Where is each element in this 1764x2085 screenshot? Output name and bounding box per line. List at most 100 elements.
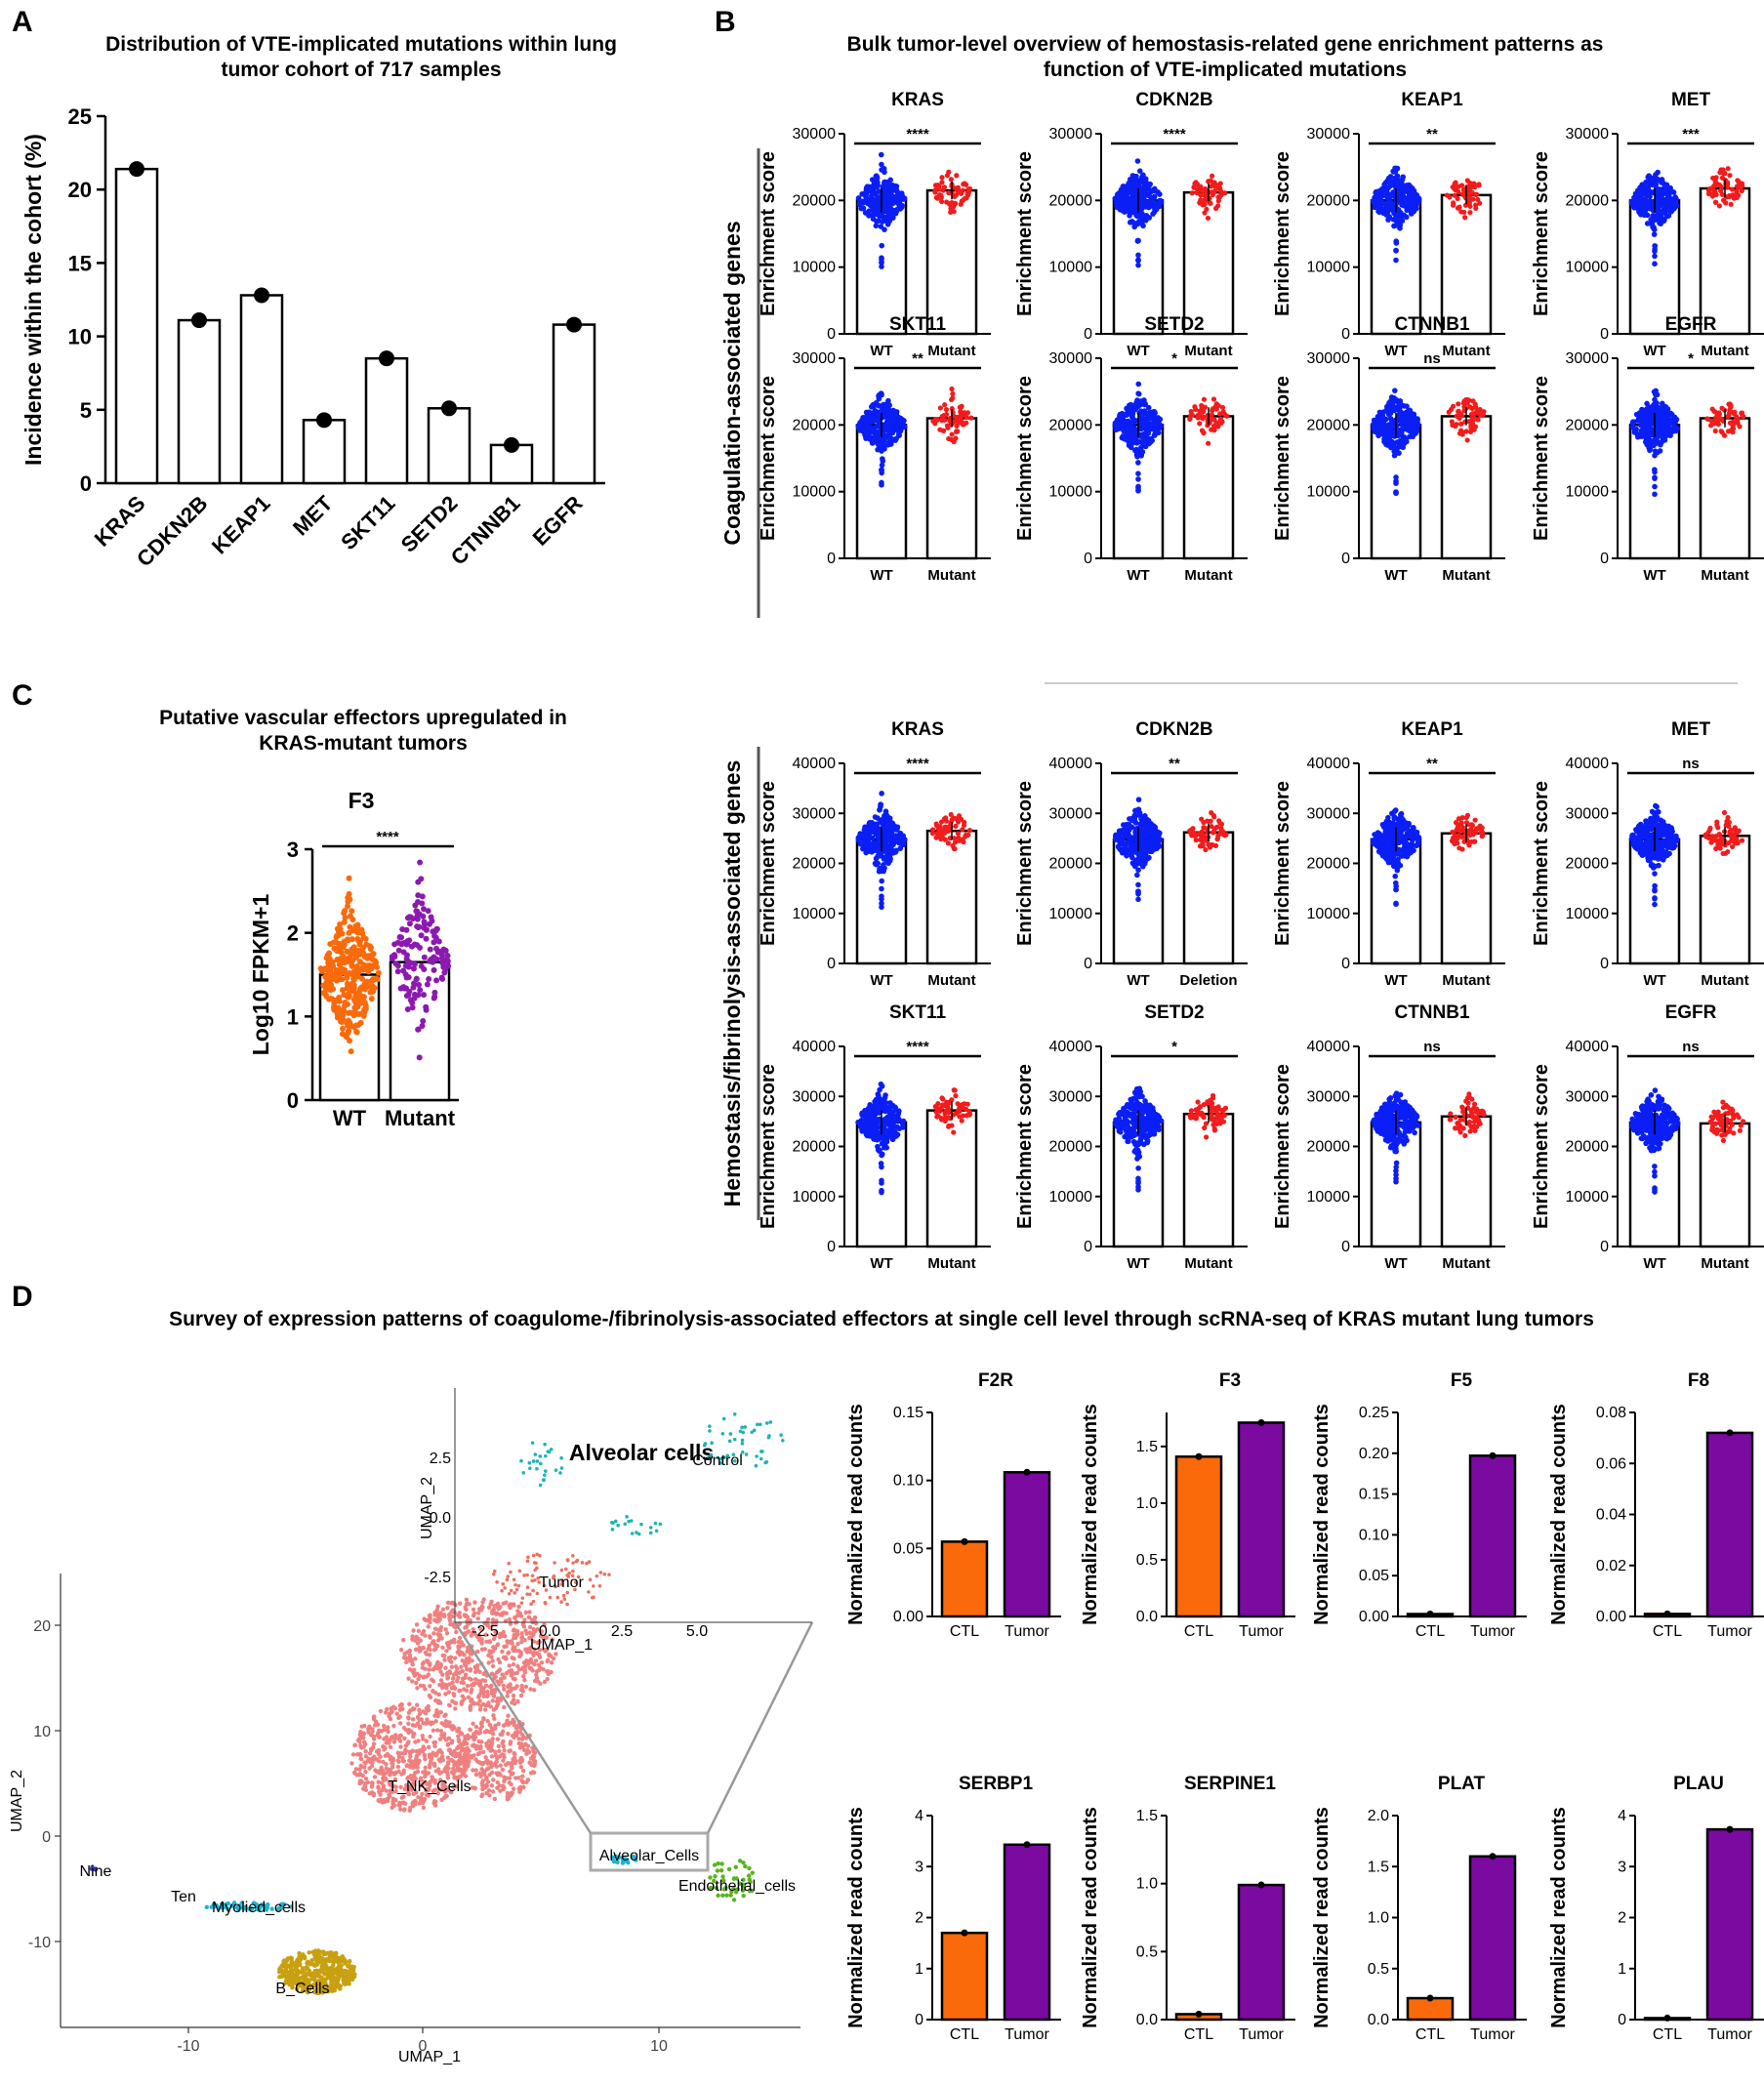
chart-b-x-tick-label: WT — [870, 1255, 892, 1272]
chart-b-point-wt — [1648, 426, 1655, 432]
chart-b-point-wt — [1146, 838, 1152, 845]
chart-b-point-mutant — [954, 423, 960, 429]
chart-b-x-tick-label: WT — [1384, 972, 1407, 989]
chart-b-sig-label: * — [1688, 350, 1694, 367]
chart-b-point-wt — [1374, 204, 1381, 210]
chart-b-point-mutant — [1205, 191, 1210, 197]
chart-b-point-wt — [1138, 194, 1144, 201]
chart-b-point-wt — [1409, 195, 1415, 202]
chart-b-point-wt — [875, 835, 882, 841]
chart-b-point-wt — [1393, 257, 1399, 264]
chart-b-point-mutant — [959, 1118, 964, 1124]
chart-b-point-mutant — [1446, 409, 1452, 415]
chart-a-x-tick-label: MET — [288, 490, 338, 540]
chart-b-point-wt — [882, 179, 887, 185]
chart-b-point-wt — [882, 1130, 888, 1136]
chart-b-x-tick-label: WT — [1127, 567, 1149, 584]
chart-b-y-tick-label: 20000 — [1049, 192, 1093, 209]
chart-b-point-wt — [1658, 441, 1663, 448]
chart-b-point-mutant — [1455, 195, 1460, 201]
chart-b-point-wt — [1124, 419, 1129, 425]
chart-b-point-mutant — [1452, 840, 1457, 847]
chart-b-bar-mutant — [1182, 1112, 1235, 1248]
chart-b-y-label: Enrichment score — [1014, 1064, 1036, 1229]
chart-b-y-tick-label: 20000 — [1566, 417, 1610, 433]
chart-b-point-mutant — [1195, 1099, 1201, 1105]
chart-b-point-wt — [1391, 861, 1397, 867]
chart-b-point-mutant — [1197, 1104, 1204, 1110]
chart-b-point-wt — [879, 820, 885, 826]
chart-b-x-tick-label: Mutant — [1184, 1255, 1232, 1272]
chart-b-y-tick-label: 20000 — [1307, 1139, 1351, 1156]
chart-b-point-mutant — [929, 827, 936, 833]
chart-b-point-wt — [1135, 257, 1141, 263]
chart-a-bar-egfr — [552, 323, 596, 485]
chart-b-sig-label: ** — [1169, 756, 1180, 772]
chart-b-point-wt — [1663, 185, 1670, 192]
chart-a-bar-ctnnb1 — [489, 443, 534, 485]
chart-b-y-tick-label: 0 — [1341, 1239, 1350, 1255]
chart-b-point-mutant — [1472, 410, 1479, 416]
chart-b-point-wt — [1660, 408, 1666, 414]
chart-b-point-mutant — [1222, 190, 1228, 196]
chart-b-point-wt — [887, 831, 894, 837]
chart-b-point-wt — [875, 1091, 882, 1097]
chart-b-point-mutant — [935, 824, 941, 830]
chart-b-sig-label: ** — [912, 350, 923, 367]
chart-b-point-mutant — [964, 410, 971, 416]
chart-b-point-mutant — [1193, 1107, 1199, 1113]
chart-b-point-mutant — [1467, 832, 1473, 838]
chart-b-point-wt — [896, 197, 903, 204]
chart-b-point-wt — [1128, 1113, 1133, 1119]
chart-b-point-mutant — [1212, 403, 1218, 410]
chart-b-point-wt — [1381, 182, 1388, 187]
chart-b-y-tick-label: 0 — [1084, 1239, 1092, 1255]
chart-b-y-label: Enrichment score — [758, 781, 779, 946]
chart-b-point-wt — [882, 1094, 888, 1101]
chart-b-point-mutant — [1189, 190, 1195, 196]
chart-b-point-wt — [1154, 1114, 1161, 1121]
chart-b-x-tick-label: Mutant — [927, 567, 975, 584]
chart-b-y-tick-label: 10000 — [1307, 260, 1351, 276]
chart-b-point-mutant — [1188, 1115, 1194, 1121]
chart-b-point-wt — [1393, 474, 1399, 480]
chart-b-point-mutant — [1203, 1134, 1210, 1140]
chart-b-point-mutant — [940, 428, 947, 433]
chart-b-point-wt — [870, 1103, 877, 1110]
chart-b-point-wt — [1135, 1175, 1141, 1182]
chart-b-point-mutant — [1472, 838, 1478, 844]
chart-b-point-wt — [1644, 829, 1650, 836]
chart-b-point-wt — [1124, 194, 1130, 201]
chart-b-x-tick-label: Mutant — [1184, 343, 1232, 359]
chart-b-point-wt — [878, 151, 884, 158]
chart-b-y-tick-label: 10000 — [1049, 484, 1093, 501]
chart-b-point-mutant — [1453, 180, 1458, 185]
chart-b-point-mutant — [1209, 173, 1215, 179]
chart-b-point-wt — [890, 1121, 896, 1126]
chart-b-point-wt — [1635, 433, 1641, 440]
chart-b-y-tick-label: 20000 — [793, 1139, 837, 1156]
chart-b-panel-title: SETD2 — [1144, 1002, 1204, 1023]
chart-b-point-wt — [1118, 418, 1124, 424]
chart-b-x-tick-label: Mutant — [1701, 567, 1748, 584]
chart-b-point-mutant — [1218, 821, 1225, 827]
chart-b-point-wt — [1379, 185, 1386, 192]
chart-b-point-wt — [880, 1103, 885, 1109]
chart-b-point-mutant — [1472, 817, 1478, 823]
chart-b-point-mutant — [953, 1093, 959, 1099]
chart-b-point-mutant — [1731, 834, 1737, 840]
chart-b-y-label: Enrichment score — [1272, 781, 1293, 946]
chart-b-point-wt — [1398, 214, 1405, 221]
chart-b-point-mutant — [1208, 818, 1213, 824]
chart-b-point-mutant — [1188, 1108, 1194, 1114]
chart-b-point-mutant — [949, 386, 955, 392]
chart-b-x-tick-label: Mutant — [1442, 567, 1490, 584]
chart-b-y-tick-label: 30000 — [1049, 805, 1093, 822]
chart-b-point-mutant — [1213, 824, 1220, 830]
chart-b-point-mutant — [1210, 813, 1217, 819]
chart-b-point-wt — [1142, 191, 1148, 198]
chart-b-point-wt — [1634, 836, 1641, 842]
chart-b-point-wt — [894, 824, 901, 831]
chart-b-point-wt — [882, 833, 888, 838]
chart-b-point-wt — [1138, 432, 1145, 439]
